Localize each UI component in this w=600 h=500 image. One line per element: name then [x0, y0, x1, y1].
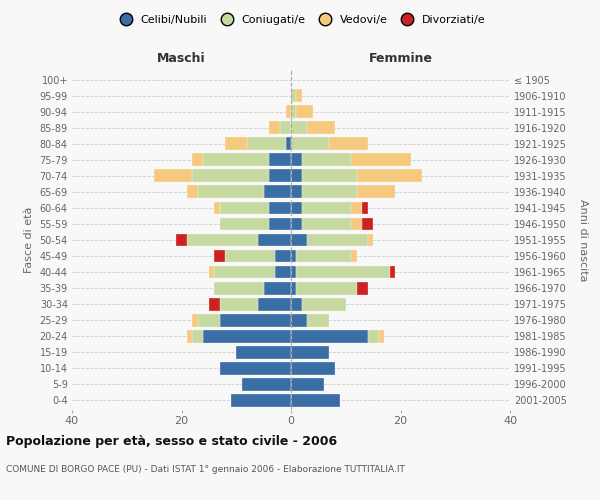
- Bar: [291, 138, 329, 150]
- Bar: [226, 138, 247, 150]
- Bar: [236, 346, 291, 358]
- Bar: [187, 186, 198, 198]
- Bar: [193, 314, 198, 326]
- Bar: [198, 186, 263, 198]
- Bar: [307, 122, 335, 134]
- Text: Popolazione per età, sesso e stato civile - 2006: Popolazione per età, sesso e stato civil…: [6, 435, 337, 448]
- Bar: [214, 250, 226, 262]
- Bar: [269, 170, 291, 182]
- Bar: [203, 154, 269, 166]
- Bar: [351, 218, 362, 230]
- Bar: [368, 330, 379, 342]
- Bar: [296, 106, 313, 118]
- Bar: [291, 89, 296, 102]
- Bar: [302, 186, 356, 198]
- Bar: [220, 202, 269, 214]
- Bar: [307, 234, 368, 246]
- Bar: [280, 122, 291, 134]
- Bar: [187, 234, 258, 246]
- Text: COMUNE DI BORGO PACE (PU) - Dati ISTAT 1° gennaio 2006 - Elaborazione TUTTITALIA: COMUNE DI BORGO PACE (PU) - Dati ISTAT 1…: [6, 465, 405, 474]
- Bar: [291, 170, 302, 182]
- Bar: [389, 266, 395, 278]
- Bar: [302, 202, 351, 214]
- Bar: [176, 234, 187, 246]
- Bar: [220, 314, 291, 326]
- Bar: [291, 250, 296, 262]
- Bar: [302, 170, 356, 182]
- Bar: [193, 154, 203, 166]
- Bar: [209, 266, 214, 278]
- Bar: [302, 298, 346, 310]
- Bar: [291, 186, 302, 198]
- Bar: [263, 186, 291, 198]
- Bar: [351, 250, 357, 262]
- Bar: [291, 234, 307, 246]
- Bar: [296, 250, 351, 262]
- Bar: [291, 122, 307, 134]
- Bar: [291, 266, 296, 278]
- Bar: [286, 138, 291, 150]
- Bar: [296, 89, 302, 102]
- Bar: [220, 298, 258, 310]
- Bar: [329, 138, 368, 150]
- Bar: [362, 202, 368, 214]
- Bar: [291, 202, 302, 214]
- Bar: [291, 298, 302, 310]
- Y-axis label: Fasce di età: Fasce di età: [24, 207, 34, 273]
- Bar: [291, 218, 302, 230]
- Bar: [214, 282, 263, 294]
- Bar: [291, 394, 340, 407]
- Bar: [296, 266, 389, 278]
- Bar: [275, 250, 291, 262]
- Bar: [220, 362, 291, 374]
- Bar: [275, 266, 291, 278]
- Bar: [258, 234, 291, 246]
- Bar: [362, 218, 373, 230]
- Bar: [302, 218, 351, 230]
- Bar: [231, 394, 291, 407]
- Bar: [357, 282, 368, 294]
- Bar: [247, 138, 286, 150]
- Bar: [368, 234, 373, 246]
- Bar: [357, 170, 422, 182]
- Bar: [258, 298, 291, 310]
- Bar: [209, 298, 220, 310]
- Bar: [193, 330, 203, 342]
- Bar: [154, 170, 193, 182]
- Bar: [291, 362, 335, 374]
- Bar: [291, 106, 296, 118]
- Bar: [357, 186, 395, 198]
- Bar: [220, 218, 269, 230]
- Bar: [302, 154, 351, 166]
- Bar: [286, 106, 291, 118]
- Bar: [214, 202, 220, 214]
- Bar: [198, 314, 220, 326]
- Bar: [296, 282, 357, 294]
- Bar: [226, 250, 275, 262]
- Bar: [351, 202, 362, 214]
- Bar: [269, 122, 280, 134]
- Bar: [291, 330, 368, 342]
- Bar: [291, 154, 302, 166]
- Bar: [269, 202, 291, 214]
- Bar: [269, 218, 291, 230]
- Legend: Celibi/Nubili, Coniugati/e, Vedovi/e, Divorziati/e: Celibi/Nubili, Coniugati/e, Vedovi/e, Di…: [110, 10, 490, 29]
- Bar: [291, 314, 307, 326]
- Text: Femmine: Femmine: [368, 52, 433, 65]
- Bar: [351, 154, 412, 166]
- Text: Maschi: Maschi: [157, 52, 206, 65]
- Bar: [263, 282, 291, 294]
- Bar: [193, 170, 269, 182]
- Bar: [214, 266, 275, 278]
- Bar: [203, 330, 291, 342]
- Bar: [291, 346, 329, 358]
- Bar: [291, 378, 324, 391]
- Bar: [187, 330, 193, 342]
- Bar: [269, 154, 291, 166]
- Bar: [291, 282, 296, 294]
- Bar: [307, 314, 329, 326]
- Y-axis label: Anni di nascita: Anni di nascita: [578, 198, 588, 281]
- Bar: [242, 378, 291, 391]
- Bar: [379, 330, 384, 342]
